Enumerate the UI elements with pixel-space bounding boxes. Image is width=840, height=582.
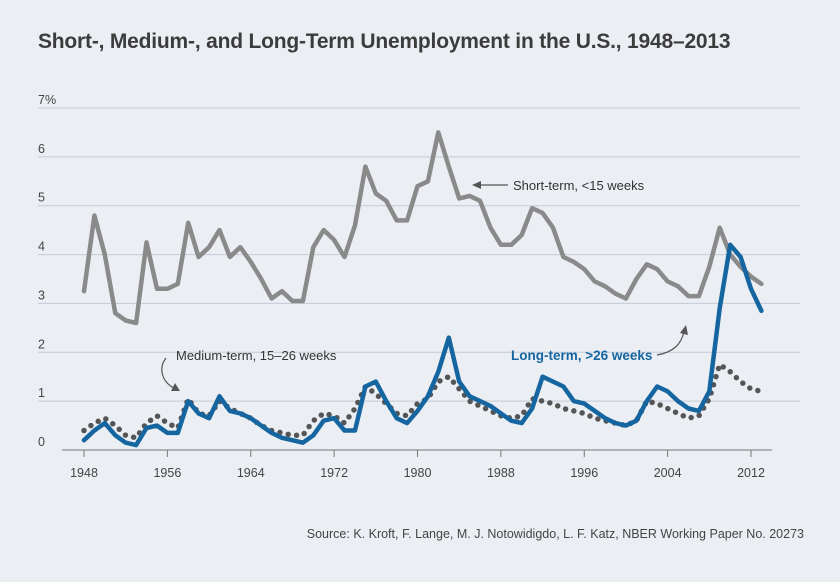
- short-term-label: Short-term, <15 weeks: [513, 178, 645, 193]
- medium-term-arrowhead: [171, 383, 180, 391]
- source-note: Source: K. Kroft, F. Lange, M. J. Notowi…: [306, 527, 804, 541]
- long-term-arrow-line: [656, 331, 685, 356]
- y-tick-label: 6: [38, 142, 45, 156]
- long-term-label: Long-term, >26 weeks: [511, 348, 652, 363]
- chart-title: Short-, Medium-, and Long-Term Unemploym…: [38, 30, 731, 53]
- x-tick-label: 1980: [404, 466, 432, 480]
- x-tick-label: 1972: [320, 466, 348, 480]
- long-term-arrowhead: [680, 325, 688, 335]
- y-tick-label: 3: [38, 288, 45, 302]
- medium-term-arrow-line: [161, 357, 175, 389]
- y-tick-label: 0: [38, 435, 45, 449]
- y-tick-label: 7%: [38, 93, 56, 107]
- x-tick-label: 1948: [70, 466, 98, 480]
- x-tick-label: 1956: [153, 466, 181, 480]
- gridlines: [38, 107, 800, 402]
- series-lines: [81, 130, 765, 448]
- x-tick-label: 1964: [237, 466, 265, 480]
- y-tick-label: 4: [38, 240, 45, 254]
- series-line-solid-blue: [81, 242, 764, 448]
- medium-term-label: Medium-term, 15–26 weeks: [176, 348, 337, 363]
- y-tick-label: 5: [38, 191, 45, 205]
- x-tick-label: 2004: [654, 466, 682, 480]
- x-axis: 1948 1956 1964 1972 1980 1988 1996 2004 2012: [62, 449, 772, 480]
- x-tick-label: 1996: [570, 466, 598, 480]
- series-line-solid-gray: [81, 130, 764, 326]
- short-term-arrowhead: [472, 181, 481, 189]
- y-axis-ticks: 0 1 2 3 4 5 6 7%: [38, 93, 56, 449]
- y-tick-label: 2: [38, 337, 45, 351]
- x-tick-label: 1988: [487, 466, 515, 480]
- y-tick-label: 1: [38, 386, 45, 400]
- annotations: Short-term, <15 weeks Medium-term, 15–26 …: [161, 178, 688, 391]
- x-tick-label: 2012: [737, 466, 765, 480]
